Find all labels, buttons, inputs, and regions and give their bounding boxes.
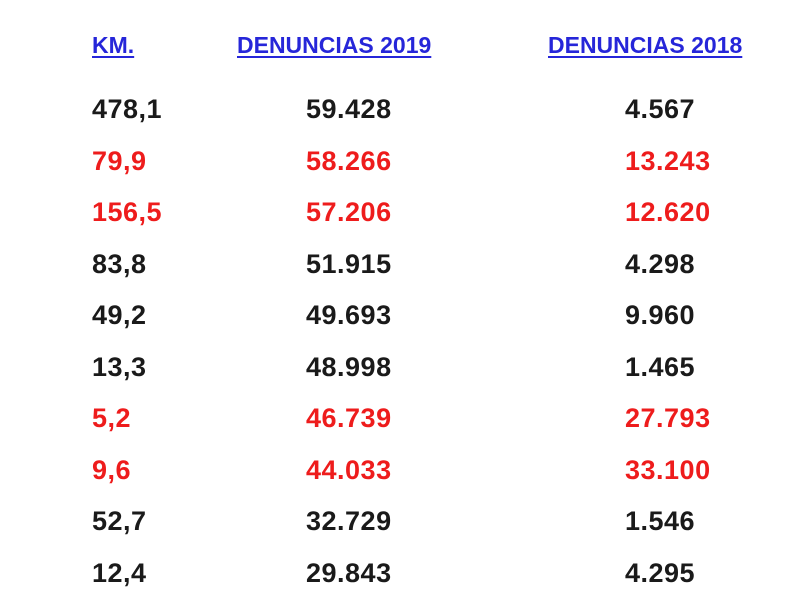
denuncias-2019-cell: 46.739 (306, 403, 392, 433)
km-cell: 5,2 (92, 403, 132, 433)
denuncias-2019-cell: 32.729 (306, 506, 392, 536)
km-cell: 49,2 (92, 300, 147, 330)
denuncias-2019-cell: 57.206 (306, 197, 392, 227)
denuncias-2018-cell: 13.243 (625, 146, 711, 176)
km-cell: 156,5 (92, 197, 163, 227)
km-cell: 79,9 (92, 146, 147, 176)
denuncias-2019-cell: 58.266 (306, 146, 392, 176)
km-cell: 52,7 (92, 506, 147, 536)
denuncias-2018-cell: 4.298 (625, 249, 696, 279)
denuncias-2018-cell: 27.793 (625, 403, 711, 433)
denuncias-2018-cell: 33.100 (625, 455, 711, 485)
denuncias-2019-cell: 51.915 (306, 249, 392, 279)
denuncias-2018-cell: 1.546 (625, 506, 696, 536)
km-cell: 83,8 (92, 249, 147, 279)
denuncias-2019-cell: 29.843 (306, 558, 392, 588)
km-cell: 12,4 (92, 558, 147, 588)
denuncias-2018-cell: 4.567 (625, 94, 696, 124)
denuncias-2019-cell: 44.033 (306, 455, 392, 485)
denuncias-2018-cell: 1.465 (625, 352, 696, 382)
header-km: KM. (92, 32, 135, 58)
km-cell: 478,1 (92, 94, 163, 124)
km-cell: 9,6 (92, 455, 132, 485)
denuncias-2018-cell: 4.295 (625, 558, 696, 588)
header-denuncias-2018: DENUNCIAS 2018 (548, 32, 743, 58)
denuncias-2018-cell: 12.620 (625, 197, 711, 227)
km-cell: 13,3 (92, 352, 147, 382)
denuncias-2018-cell: 9.960 (625, 300, 696, 330)
denuncias-2019-cell: 48.998 (306, 352, 392, 382)
header-denuncias-2019: DENUNCIAS 2019 (237, 32, 432, 58)
denuncias-2019-cell: 49.693 (306, 300, 392, 330)
denuncias-2019-cell: 59.428 (306, 94, 392, 124)
